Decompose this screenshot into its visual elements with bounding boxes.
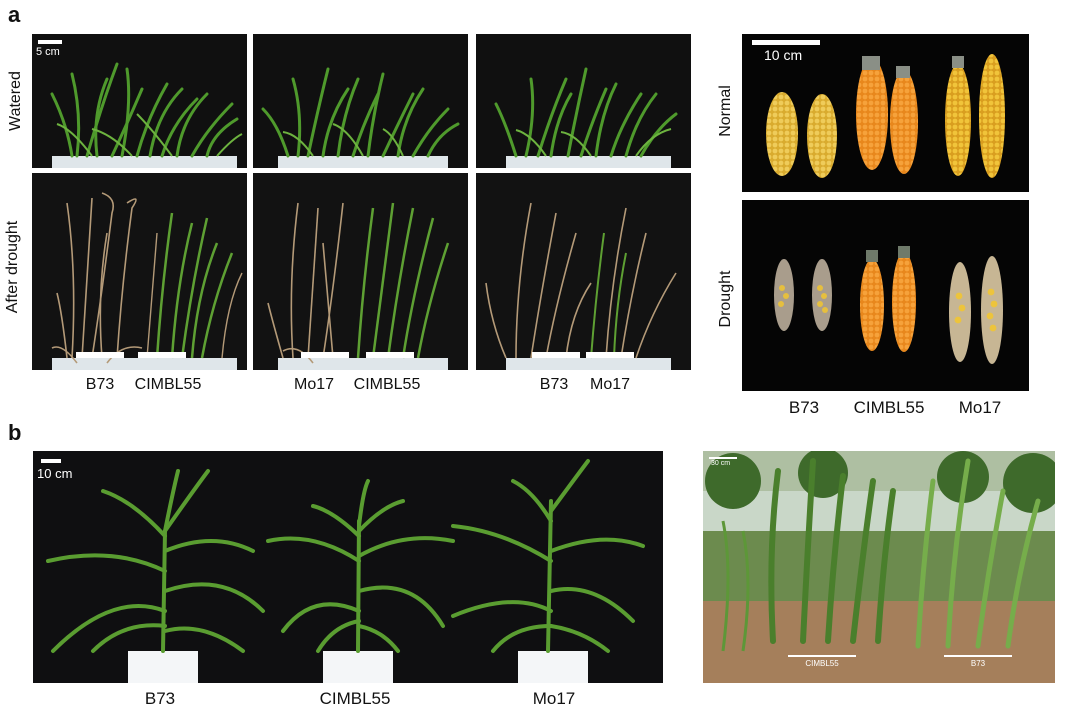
pot-bar-right-1: [138, 352, 186, 358]
studio-caption-cimbl55: CIMBL55: [319, 689, 391, 708]
studio-caption-b73: B73: [144, 689, 176, 708]
photo-watered-2: [253, 34, 468, 168]
field-label-cimbl55: CIMBL55: [805, 659, 839, 668]
field-bar-b73: [944, 655, 1012, 657]
photo-drought-1: [32, 173, 247, 370]
pot-caption-1-left: B73: [85, 376, 115, 393]
ears-scale-text: 10 cm: [764, 47, 803, 63]
photo-studio-plants: 10 cm: [33, 451, 663, 683]
photo-drought-2: [253, 173, 468, 370]
pot-bar-left-1: [76, 352, 124, 358]
ears-scale-bar: [752, 40, 820, 45]
ears-caption-cimbl55: CIMBL55: [853, 398, 925, 417]
row-label-watered: Watered: [7, 71, 24, 131]
field-label-b73: B73: [970, 659, 986, 668]
row-label-after-drought: After drought: [4, 220, 21, 314]
photo-watered-3: [476, 34, 691, 168]
studio-caption-mo17: Mo17: [532, 689, 576, 708]
pot-bar-right-2: [366, 352, 414, 358]
studio-scale-text: 10 cm: [37, 466, 73, 481]
pot-caption-2-right: CIMBL55: [353, 376, 421, 393]
photo-ears-normal: 10 cm: [742, 34, 1029, 192]
pot-caption-3-left: B73: [539, 376, 569, 393]
ears-caption-b73: B73: [788, 398, 820, 417]
pot-caption-1-right: CIMBL55: [134, 376, 202, 393]
pot-bar-right-3: [586, 352, 634, 358]
studio-scale-bar: [41, 459, 61, 463]
photo-drought-3: [476, 173, 691, 370]
ears-row-label-drought: Drought: [717, 270, 734, 328]
panel-a-letter: a: [8, 2, 21, 27]
ears-caption-mo17: Mo17: [958, 398, 1002, 417]
pot-scale-bar: [38, 40, 62, 44]
pot-bar-left-2: [301, 352, 349, 358]
field-scale-bar: [709, 457, 737, 459]
ears-row-label-normal: Normal: [717, 85, 734, 137]
photo-ears-drought: [742, 200, 1029, 391]
photo-watered-1: 5 cm: [32, 34, 247, 168]
field-scale-text: 30 cm: [711, 460, 731, 467]
panel-b-letter: b: [8, 420, 22, 445]
pot-caption-3-right: Mo17: [589, 376, 631, 393]
pot-scale-text: 5 cm: [36, 46, 60, 58]
pot-bar-left-3: [532, 352, 580, 358]
field-bar-cimbl55: [788, 655, 856, 657]
pot-caption-2-left: Mo17: [293, 376, 335, 393]
photo-field-plots: 30 cm CIMBL55 B73: [703, 451, 1055, 683]
